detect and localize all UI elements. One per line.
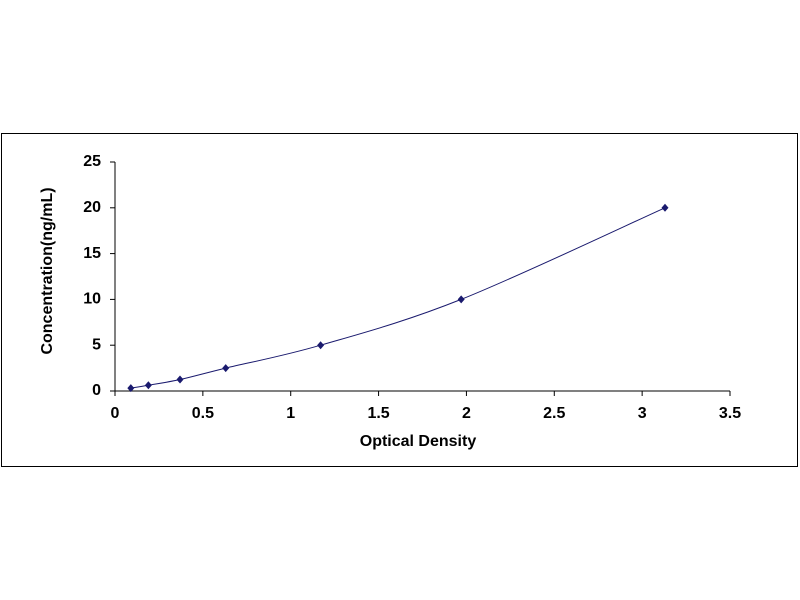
fit-curve	[130, 207, 666, 389]
x-tick-label: 2.5	[543, 405, 565, 422]
y-tick-label: 20	[83, 199, 101, 216]
x-tick-label: 1.5	[367, 405, 389, 422]
data-point	[127, 384, 135, 393]
data-point	[222, 364, 230, 373]
x-tick-label: 3	[638, 405, 647, 422]
y-tick-label: 25	[83, 153, 101, 170]
x-tick-label: 1	[286, 405, 295, 422]
data-point	[317, 341, 325, 350]
y-tick-label: 15	[83, 245, 101, 262]
x-axis-label: Optical Density	[360, 433, 477, 450]
y-axis-label: Concentration(ng/mL)	[39, 187, 56, 354]
y-tick-label: 0	[92, 382, 101, 399]
data-point	[661, 203, 669, 212]
x-tick-label: 0	[111, 405, 120, 422]
chart-frame	[1, 133, 798, 467]
x-tick-label: 0.5	[192, 405, 214, 422]
y-tick-label: 10	[83, 291, 101, 308]
data-point	[457, 295, 465, 304]
y-tick-label: 5	[92, 336, 101, 353]
x-tick-label: 2	[462, 405, 471, 422]
data-point	[176, 375, 184, 384]
data-point	[144, 381, 152, 390]
x-tick-label: 3.5	[719, 405, 741, 422]
